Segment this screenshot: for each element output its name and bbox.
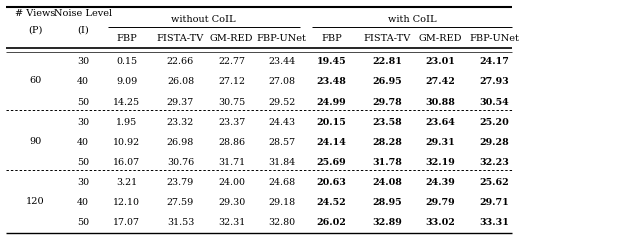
Text: 23.48: 23.48	[317, 77, 346, 87]
Text: 60: 60	[29, 76, 42, 86]
Text: 29.31: 29.31	[426, 138, 455, 147]
Text: 29.18: 29.18	[268, 198, 295, 207]
Text: 29.71: 29.71	[479, 198, 509, 207]
Text: 27.08: 27.08	[268, 77, 295, 87]
Text: 22.81: 22.81	[372, 57, 402, 66]
Text: 32.19: 32.19	[426, 158, 455, 167]
Text: 24.39: 24.39	[426, 178, 455, 187]
Text: 23.44: 23.44	[268, 57, 295, 66]
Text: 29.28: 29.28	[479, 138, 509, 147]
Text: 20.15: 20.15	[317, 118, 346, 127]
Text: 24.52: 24.52	[317, 198, 346, 207]
Text: 120: 120	[26, 197, 45, 206]
Text: 27.42: 27.42	[426, 77, 455, 87]
Text: 29.37: 29.37	[167, 98, 194, 107]
Text: 24.68: 24.68	[268, 178, 295, 187]
Text: 27.59: 27.59	[167, 198, 194, 207]
Text: 30.88: 30.88	[426, 98, 455, 107]
Text: 3.21: 3.21	[116, 178, 138, 187]
Text: 22.66: 22.66	[167, 57, 194, 66]
Text: 90: 90	[29, 137, 42, 146]
Text: 50: 50	[77, 158, 89, 167]
Text: 27.93: 27.93	[479, 77, 509, 87]
Text: without CoIL: without CoIL	[172, 15, 236, 24]
Text: 14.25: 14.25	[113, 98, 140, 107]
Text: 26.95: 26.95	[372, 77, 402, 87]
Text: 16.07: 16.07	[113, 158, 140, 167]
Text: Noise Level: Noise Level	[54, 9, 112, 18]
Text: 1.95: 1.95	[116, 118, 138, 127]
Text: 23.01: 23.01	[426, 57, 455, 66]
Text: 24.43: 24.43	[268, 118, 295, 127]
Text: 24.08: 24.08	[372, 178, 402, 187]
Text: 29.78: 29.78	[372, 98, 402, 107]
Text: 23.37: 23.37	[218, 118, 245, 127]
Text: FISTA-TV: FISTA-TV	[157, 34, 204, 43]
Text: 26.02: 26.02	[317, 218, 346, 227]
Text: (I): (I)	[77, 25, 89, 34]
Text: 40: 40	[77, 138, 89, 147]
Text: 31.71: 31.71	[218, 158, 245, 167]
Text: 29.30: 29.30	[218, 198, 245, 207]
Text: 26.98: 26.98	[167, 138, 194, 147]
Text: 23.32: 23.32	[167, 118, 194, 127]
Text: 31.53: 31.53	[167, 218, 194, 227]
Text: 40: 40	[77, 198, 89, 207]
Text: 23.64: 23.64	[426, 118, 455, 127]
Text: 24.14: 24.14	[317, 138, 346, 147]
Text: 31.84: 31.84	[268, 158, 295, 167]
Text: 29.52: 29.52	[268, 98, 295, 107]
Text: with CoIL: with CoIL	[388, 15, 436, 24]
Text: 30: 30	[77, 118, 89, 127]
Text: FBP: FBP	[116, 34, 137, 43]
Text: 23.58: 23.58	[372, 118, 402, 127]
Text: 30.76: 30.76	[167, 158, 194, 167]
Text: 30: 30	[77, 57, 89, 66]
Text: 32.80: 32.80	[268, 218, 295, 227]
Text: 31.78: 31.78	[372, 158, 402, 167]
Text: 30.54: 30.54	[479, 98, 509, 107]
Text: 17.07: 17.07	[113, 218, 140, 227]
Text: FISTA-TV: FISTA-TV	[364, 34, 411, 43]
Text: 28.95: 28.95	[372, 198, 402, 207]
Text: 40: 40	[77, 77, 89, 87]
Text: 27.12: 27.12	[218, 77, 245, 87]
Text: 29.79: 29.79	[426, 198, 455, 207]
Text: GM-RED: GM-RED	[210, 34, 253, 43]
Text: 32.23: 32.23	[479, 158, 509, 167]
Text: 12.10: 12.10	[113, 198, 140, 207]
Text: 24.00: 24.00	[218, 178, 245, 187]
Text: FBP-UNet: FBP-UNet	[469, 34, 519, 43]
Text: 28.57: 28.57	[268, 138, 295, 147]
Text: 25.20: 25.20	[479, 118, 509, 127]
Text: 24.99: 24.99	[317, 98, 346, 107]
Text: 32.31: 32.31	[218, 218, 245, 227]
Text: 10.92: 10.92	[113, 138, 140, 147]
Text: 22.77: 22.77	[218, 57, 245, 66]
Text: 25.69: 25.69	[317, 158, 346, 167]
Text: (P): (P)	[28, 25, 42, 34]
Text: 20.63: 20.63	[317, 178, 346, 187]
Text: GM-RED: GM-RED	[419, 34, 462, 43]
Text: 33.02: 33.02	[426, 218, 455, 227]
Text: 30.75: 30.75	[218, 98, 245, 107]
Text: 9.09: 9.09	[116, 77, 138, 87]
Text: 32.89: 32.89	[372, 218, 402, 227]
Text: 28.28: 28.28	[372, 138, 402, 147]
Text: FBP-UNet: FBP-UNet	[257, 34, 307, 43]
Text: 25.62: 25.62	[479, 178, 509, 187]
Text: 23.79: 23.79	[167, 178, 194, 187]
Text: 0.15: 0.15	[116, 57, 138, 66]
Text: FBP: FBP	[321, 34, 342, 43]
Text: # Views: # Views	[15, 9, 56, 18]
Text: 24.17: 24.17	[479, 57, 509, 66]
Text: 28.86: 28.86	[218, 138, 245, 147]
Text: 19.45: 19.45	[317, 57, 346, 66]
Text: 30: 30	[77, 178, 89, 187]
Text: 33.31: 33.31	[479, 218, 509, 227]
Text: 50: 50	[77, 98, 89, 107]
Text: 50: 50	[77, 218, 89, 227]
Text: 26.08: 26.08	[167, 77, 194, 87]
